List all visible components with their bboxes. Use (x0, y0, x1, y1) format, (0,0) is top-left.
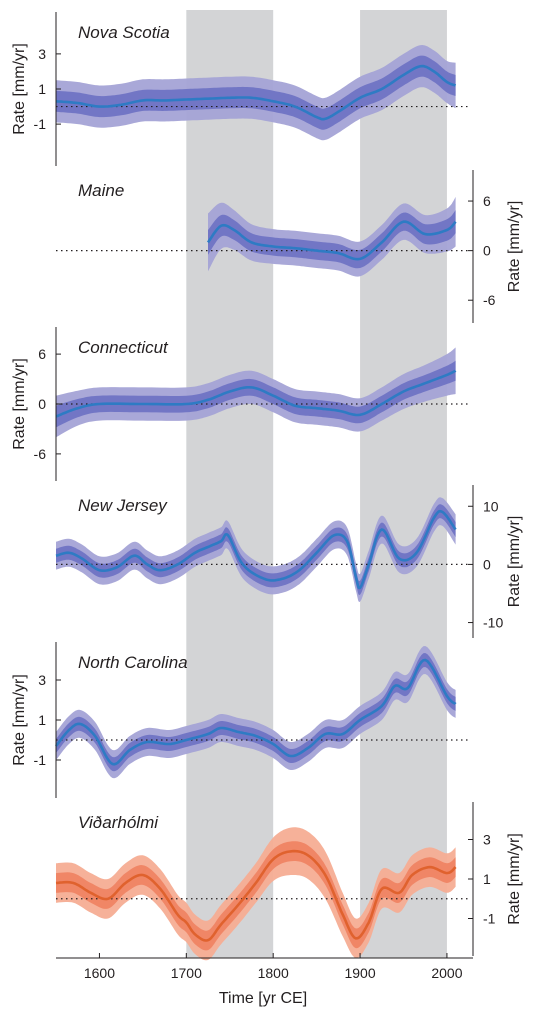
maine-inner-band (208, 210, 456, 269)
connecticut-rate-line (55, 369, 457, 418)
x-tick-label: 1900 (344, 965, 375, 981)
new-jersey-title: New Jersey (78, 496, 168, 515)
nova-scotia-y-axis-label: Rate [mm/yr] (11, 43, 28, 135)
x-axis-label: Time [yr CE] (219, 990, 307, 1007)
north-carolina-y-tick-label: -1 (34, 752, 47, 768)
connecticut-y-axis-label: Rate [mm/yr] (11, 358, 28, 450)
vi-arh-lmi-y-tick-label: 3 (483, 832, 491, 848)
connecticut-y-tick-label: 0 (38, 396, 46, 412)
north-carolina-y-tick-label: 1 (38, 712, 46, 728)
new-jersey-rate-line (55, 509, 457, 590)
new-jersey-y-tick-label: 0 (483, 556, 491, 572)
nova-scotia-rate-line (55, 64, 457, 121)
connecticut-inner-band (56, 360, 456, 428)
vi-arh-lmi-title: Viðarhólmi (78, 813, 159, 832)
north-carolina-y-tick-label: 3 (38, 672, 46, 688)
north-carolina-y-axis-label: Rate [mm/yr] (11, 674, 28, 766)
nova-scotia-y-tick-label: 1 (38, 81, 46, 97)
shaded-interval-1 (186, 10, 274, 958)
maine-outer-band (208, 196, 456, 277)
vi-arh-lmi-y-tick-label: 1 (483, 871, 491, 887)
nova-scotia-y-tick-label: 3 (38, 46, 46, 62)
vi-arh-lmi-y-tick-label: -1 (483, 911, 496, 927)
north-carolina-title: North Carolina (78, 653, 188, 672)
north-carolina-rate-line (54, 658, 457, 766)
maine-y-tick-label: -6 (483, 292, 496, 308)
maine-y-axis-label: Rate [mm/yr] (506, 201, 523, 293)
x-tick-label: 1800 (258, 965, 289, 981)
vi-arh-lmi-inner-band (56, 841, 456, 951)
connecticut-title: Connecticut (78, 338, 169, 357)
nova-scotia-title: Nova Scotia (78, 23, 170, 42)
maine-title: Maine (78, 181, 124, 200)
x-tick-label: 1600 (84, 965, 115, 981)
maine-y-tick-label: 6 (483, 193, 491, 209)
vi-arh-lmi-outer-band (56, 827, 456, 961)
nova-scotia-inner-band (56, 55, 456, 130)
x-tick-label: 1700 (171, 965, 202, 981)
x-tick-label: 2000 (431, 965, 462, 981)
nova-scotia-y-tick-label: -1 (34, 116, 47, 132)
vi-arh-lmi-rate-line (55, 849, 457, 942)
connecticut-y-tick-label: 6 (38, 346, 46, 362)
vi-arh-lmi-y-axis-label: Rate [mm/yr] (506, 833, 523, 925)
new-jersey-y-axis-label: Rate [mm/yr] (506, 516, 523, 608)
maine-y-tick-label: 0 (483, 243, 491, 259)
connecticut-y-tick-label: -6 (34, 446, 47, 462)
new-jersey-y-tick-label: 10 (483, 498, 499, 514)
shaded-interval-2 (360, 10, 447, 958)
new-jersey-y-tick-label: -10 (483, 615, 503, 631)
maine-rate-line (206, 220, 457, 261)
